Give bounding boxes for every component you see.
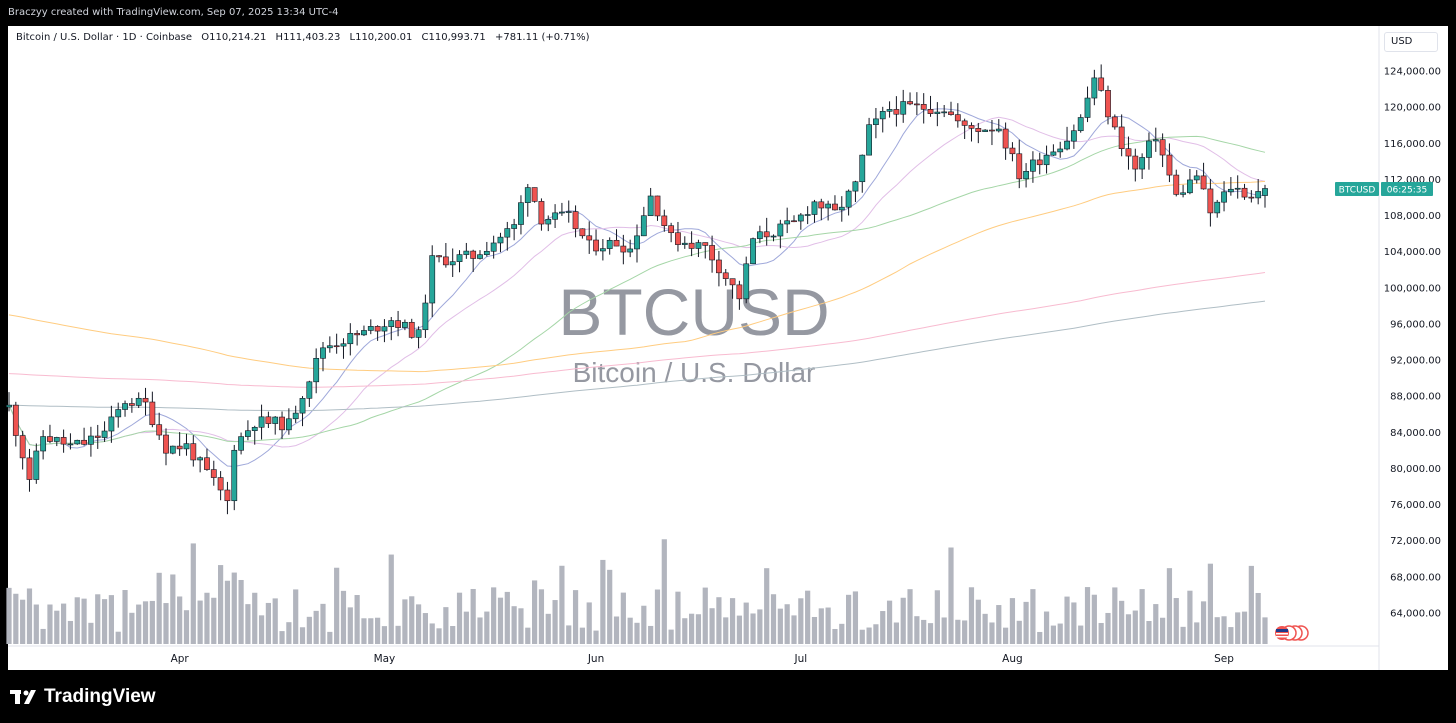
ohlc-low: L110,200.01	[349, 32, 413, 43]
footer-bar	[0, 670, 1456, 723]
ohlc-close: C110,993.71	[421, 32, 486, 43]
ohlc-change: +781.11 (+0.71%)	[494, 32, 590, 43]
attribution-bar: Braczyy created with TradingView.com, Se…	[0, 0, 1456, 26]
chart-frame[interactable]: Bitcoin / U.S. Dollar · 1D · Coinbase O1…	[8, 26, 1448, 670]
ohlc-high: H111,403.23	[275, 32, 341, 43]
currency-button[interactable]: USD	[1384, 32, 1438, 52]
ohlc-open: O110,214.21	[201, 32, 267, 43]
attribution-text: Braczyy created with TradingView.com, Se…	[8, 7, 339, 18]
tradingview-logo-icon	[10, 689, 38, 705]
symbol-name[interactable]: Bitcoin / U.S. Dollar · 1D · Coinbase	[16, 32, 193, 43]
tradingview-logo[interactable]: TradingView	[10, 686, 156, 708]
symbol-legend: Bitcoin / U.S. Dollar · 1D · Coinbase O1…	[16, 32, 595, 43]
brand-name: TradingView	[44, 686, 156, 707]
